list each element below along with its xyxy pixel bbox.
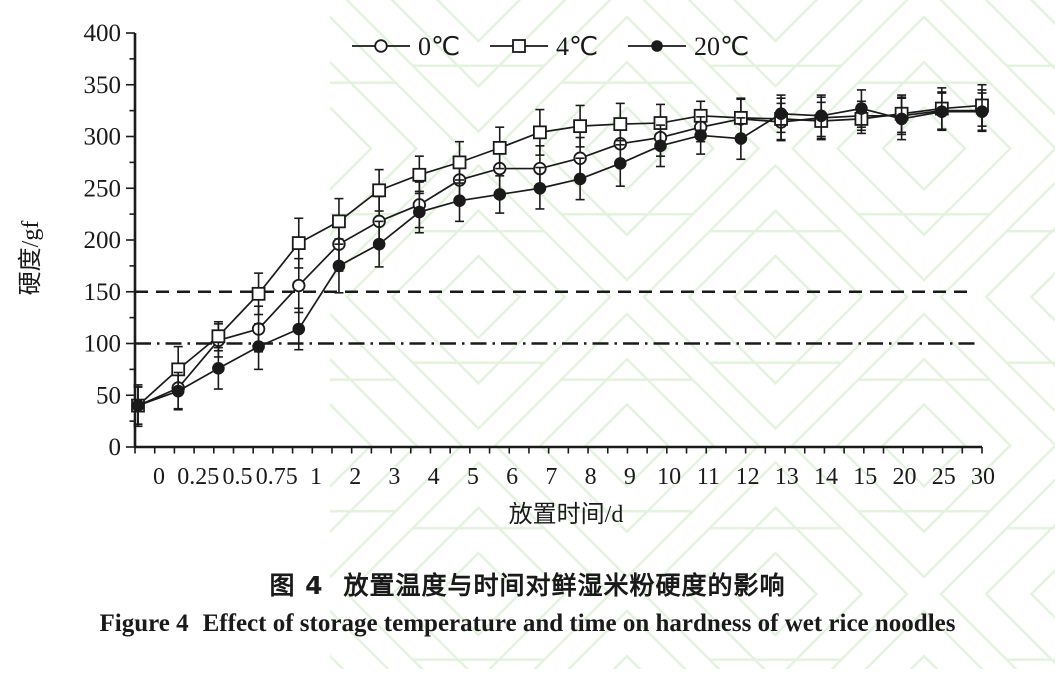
y-tick-label: 400: [84, 20, 122, 47]
y-tick-label: 100: [84, 331, 122, 358]
y-tick-label: 350: [84, 72, 122, 99]
y-tick-label: 0: [109, 434, 122, 461]
x-tick-label: 8: [585, 464, 597, 490]
x-tick-label: 30: [971, 464, 995, 490]
data-point-open-square: [452, 155, 467, 170]
x-tick-label: 15: [853, 464, 877, 490]
x-tick-label: 4: [428, 464, 440, 490]
data-point-filled-circle: [212, 362, 225, 375]
series-line: [137, 104, 983, 407]
legend-marker-open-square: [512, 39, 526, 53]
legend-label: 20℃: [694, 32, 749, 61]
data-point-filled-circle: [171, 384, 185, 398]
data-point-filled-circle: [292, 322, 306, 336]
data-point-filled-circle: [654, 139, 667, 153]
series-filled-circle: [131, 89, 989, 426]
caption-english-text: Effect of storage temperature and time o…: [202, 610, 956, 637]
caption-chinese-number: 图 4: [269, 571, 324, 600]
data-point-open-circle: [292, 278, 306, 293]
data-point-open-square: [291, 236, 306, 251]
data-point-open-square: [533, 125, 547, 140]
data-point-filled-circle: [573, 172, 587, 186]
data-point-filled-circle: [533, 181, 547, 195]
data-point-open-square: [251, 286, 266, 301]
y-tick-label: 300: [84, 124, 122, 151]
y-axis-title: 硬度/gf: [17, 221, 44, 296]
x-tick-label: 14: [814, 464, 838, 490]
series-open-square: [131, 83, 989, 426]
data-point-filled-circle: [252, 340, 265, 353]
figure-captions: 图 4 放置温度与时间对鲜湿米粉硬度的影响 Figure 4 Effect of s…: [0, 566, 1055, 638]
data-point-open-square: [573, 119, 587, 134]
data-point-filled-circle: [493, 188, 507, 201]
data-point-open-square: [492, 140, 507, 155]
caption-chinese: 图 4 放置温度与时间对鲜湿米粉硬度的影响: [0, 566, 1055, 602]
data-point-open-square: [613, 117, 628, 131]
x-tick-label: 3: [388, 464, 400, 490]
data-point-filled-circle: [413, 205, 426, 219]
data-point-open-square: [211, 329, 226, 344]
legend-marker-open-circle: [374, 39, 388, 53]
x-tick-label: 20: [893, 464, 917, 490]
x-tick-label: 0.25: [177, 464, 219, 490]
data-point-filled-circle: [935, 105, 949, 118]
data-point-filled-circle: [613, 157, 627, 170]
series-open-circle: [131, 89, 989, 428]
x-tick-label: 1: [310, 464, 322, 490]
data-point-filled-circle: [453, 194, 466, 207]
data-point-filled-circle: [734, 132, 748, 145]
data-point-filled-circle: [975, 105, 989, 118]
data-point-open-square: [332, 214, 346, 229]
caption-english-number: Figure 4: [99, 610, 189, 637]
legend-marker-filled-circle: [651, 40, 663, 52]
data-point-filled-circle: [332, 259, 346, 273]
y-tick-label: 150: [84, 279, 122, 306]
x-tick-label: 13: [775, 464, 799, 490]
data-point-filled-circle: [372, 237, 386, 251]
data-point-filled-circle: [694, 129, 707, 142]
legend-label: 0℃: [418, 32, 460, 61]
data-point-filled-circle: [855, 102, 868, 115]
x-tick-label: 11: [697, 464, 720, 490]
legend-item-open-circle: 0℃: [352, 32, 460, 61]
series-line: [137, 109, 982, 407]
x-tick-label: 0.75: [256, 464, 298, 490]
x-tick-label: 10: [657, 464, 681, 490]
legend-item-filled-circle: 20℃: [628, 32, 749, 61]
y-tick-label: 50: [96, 382, 121, 409]
x-tick-label: 0.5: [222, 464, 252, 490]
data-point-open-square: [372, 183, 387, 198]
x-tick-label: 6: [506, 464, 518, 490]
x-axis-title: 放置时间/d: [509, 501, 624, 528]
series-line: [137, 107, 982, 407]
caption-chinese-text: 放置温度与时间对鲜湿米粉硬度的影响: [343, 571, 786, 600]
data-point-filled-circle: [814, 109, 828, 123]
x-tick-label: 2: [349, 464, 361, 490]
data-point-filled-circle: [895, 112, 908, 126]
y-tick-label: 250: [84, 175, 122, 202]
x-tick-label: 7: [545, 464, 557, 490]
x-tick-label: 12: [736, 464, 760, 490]
legend-item-open-square: 4℃: [490, 32, 598, 61]
caption-english: Figure 4 Effect of storage temperature an…: [0, 610, 1055, 638]
data-point-open-square: [412, 167, 427, 182]
x-tick-label: 25: [932, 464, 956, 490]
figure-4-chart-area: 0 50 100 150 200 250 300 350 400 0 0.25 0.5 0.75 1 2 3 4…: [17, 20, 995, 528]
x-tick-label: 0: [153, 464, 165, 490]
y-tick-label: 200: [84, 227, 122, 254]
data-point-filled-circle: [774, 107, 788, 121]
x-tick-label: 5: [467, 464, 479, 490]
x-tick-label: 9: [624, 464, 636, 490]
legend-label: 4℃: [556, 32, 598, 61]
